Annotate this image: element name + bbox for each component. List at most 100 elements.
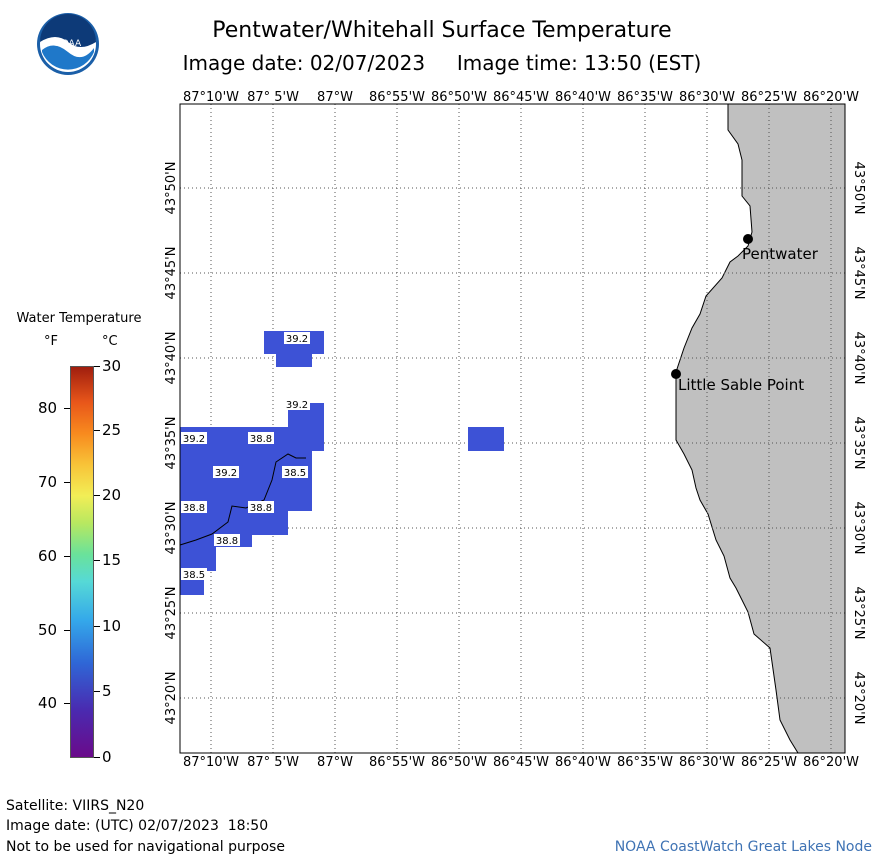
- temperature-label: 38.5: [284, 468, 306, 479]
- lat-label-right: 43°30'N: [851, 501, 866, 555]
- lon-label-top: 86°25'W: [740, 90, 797, 105]
- temperature-label-bg: [284, 332, 310, 344]
- legend-c-tick: 10: [102, 617, 122, 635]
- legend-c-tick: 0: [102, 748, 112, 766]
- land-area: [675, 103, 846, 754]
- lon-label-bottom: 86°20'W: [802, 755, 859, 770]
- lon-label-bottom: 87°10'W: [182, 755, 239, 770]
- legend-f-tick-mark: [64, 482, 70, 483]
- lon-label-bottom: 86°35'W: [616, 755, 673, 770]
- lat-label-right: 43°20'N: [851, 671, 866, 725]
- page-subtitle: Image date: 02/07/2023 Image time: 13:50…: [0, 51, 884, 75]
- lat-label-left: 43°35'N: [164, 416, 179, 470]
- lat-label-right: 43°35'N: [851, 416, 866, 470]
- legend-c-tick-mark: [94, 560, 100, 561]
- legend-c-tick-mark: [94, 430, 100, 431]
- temperature-label-bg: [284, 398, 310, 410]
- footer-credit: NOAA CoastWatch Great Lakes Node: [614, 839, 872, 855]
- footer-disclaimer: Not to be used for navigational purpose: [6, 839, 285, 855]
- temperature-label: 38.8: [250, 434, 272, 445]
- logo-text: NOAA: [55, 39, 82, 49]
- map-frame: [179, 103, 846, 754]
- temperature-label-bg: [248, 432, 274, 444]
- lon-label-bottom: 86°55'W: [368, 755, 425, 770]
- legend-f-tick-mark: [64, 630, 70, 631]
- temperature-label: 39.2: [215, 468, 237, 479]
- legend-colorbar: [70, 366, 94, 758]
- image-date: Image date: 02/07/2023: [182, 51, 426, 75]
- lon-label-top: 86°35'W: [616, 90, 673, 105]
- noaa-logo-icon: NOAA: [37, 13, 99, 75]
- temperature-label: 39.2: [286, 334, 308, 345]
- temperature-label: 38.8: [216, 536, 238, 547]
- temperature-label-bg: [282, 466, 308, 478]
- lon-label-bottom: 87°W: [317, 755, 353, 770]
- temperature-label: 38.5: [183, 570, 205, 581]
- little-sable-point-marker: [671, 369, 681, 379]
- temperature-label: 38.8: [250, 503, 272, 514]
- legend-c-tick: 15: [102, 551, 122, 569]
- footer-utc-date: Image date: (UTC) 02/07/2023 18:50: [6, 818, 269, 834]
- lat-label-left: 43°30'N: [164, 501, 179, 555]
- legend-unit-f: °F: [44, 334, 58, 349]
- lat-label-left: 43°50'N: [164, 161, 179, 215]
- lat-label-left: 43°20'N: [164, 671, 179, 725]
- legend-f-tick: 70: [38, 473, 58, 491]
- map-grid: [180, 104, 845, 753]
- lon-label-bottom: 86°25'W: [740, 755, 797, 770]
- legend-f-tick: 50: [38, 621, 58, 639]
- lon-label-top: 87° 5'W: [247, 90, 299, 105]
- legend-f-tick-mark: [64, 408, 70, 409]
- image-time: Image time: 13:50 (EST): [456, 51, 702, 75]
- legend-f-tick: 80: [38, 399, 58, 417]
- lon-label-top: 87°W: [317, 90, 353, 105]
- legend-title: Water Temperature: [16, 311, 142, 326]
- lat-label-left: 43°25'N: [164, 586, 179, 640]
- temperature-label: 39.2: [183, 434, 205, 445]
- temperature-cell: [468, 427, 504, 451]
- temperature-label-bg: [214, 534, 240, 546]
- footer-satellite: Satellite: VIIRS_N20: [6, 798, 145, 814]
- lon-label-bottom: 86°50'W: [430, 755, 487, 770]
- legend-c-tick-mark: [94, 691, 100, 692]
- lon-label-top: 86°45'W: [492, 90, 549, 105]
- lat-label-right: 43°25'N: [851, 586, 866, 640]
- lon-label-bottom: 86°45'W: [492, 755, 549, 770]
- legend-c-tick: 5: [102, 682, 112, 700]
- legend-f-tick-mark: [64, 556, 70, 557]
- temperature-label-bg: [248, 501, 274, 513]
- legend-c-tick-mark: [94, 366, 100, 367]
- lon-label-bottom: 87° 5'W: [247, 755, 299, 770]
- lon-label-bottom: 86°40'W: [554, 755, 611, 770]
- temperature-label-bg: [213, 466, 239, 478]
- legend-f-tick: 40: [38, 694, 58, 712]
- lat-label-right: 43°45'N: [851, 246, 866, 300]
- temperature-label-bg: [181, 568, 207, 580]
- legend-c-tick: 30: [102, 357, 122, 375]
- temperature-label: 39.2: [286, 400, 308, 411]
- lon-label-top: 86°30'W: [678, 90, 735, 105]
- legend-c-tick: 25: [102, 421, 122, 439]
- lon-label-top: 86°20'W: [802, 90, 859, 105]
- lat-label-right: 43°40'N: [851, 331, 866, 385]
- page-title: Pentwater/Whitehall Surface Temperature: [212, 18, 672, 43]
- temperature-label-bg: [181, 432, 207, 444]
- lat-label-left: 43°40'N: [164, 331, 179, 385]
- temperature-label-bg: [181, 501, 207, 513]
- lat-label-left: 43°45'N: [164, 246, 179, 300]
- lon-label-top: 86°40'W: [554, 90, 611, 105]
- lon-label-top: 87°10'W: [182, 90, 239, 105]
- legend-f-tick-mark: [64, 703, 70, 704]
- legend-c-tick-mark: [94, 626, 100, 627]
- legend-c-tick-mark: [94, 495, 100, 496]
- place-label-little-sable-point: Little Sable Point: [678, 376, 805, 394]
- pentwater-marker: [743, 234, 753, 244]
- temperature-label: 38.8: [183, 503, 205, 514]
- lon-label-top: 86°55'W: [368, 90, 425, 105]
- lon-label-top: 86°50'W: [430, 90, 487, 105]
- legend-f-tick: 60: [38, 547, 58, 565]
- legend-unit-c: °C: [102, 334, 118, 349]
- place-label-pentwater: Pentwater: [742, 245, 818, 263]
- lat-label-right: 43°50'N: [851, 161, 866, 215]
